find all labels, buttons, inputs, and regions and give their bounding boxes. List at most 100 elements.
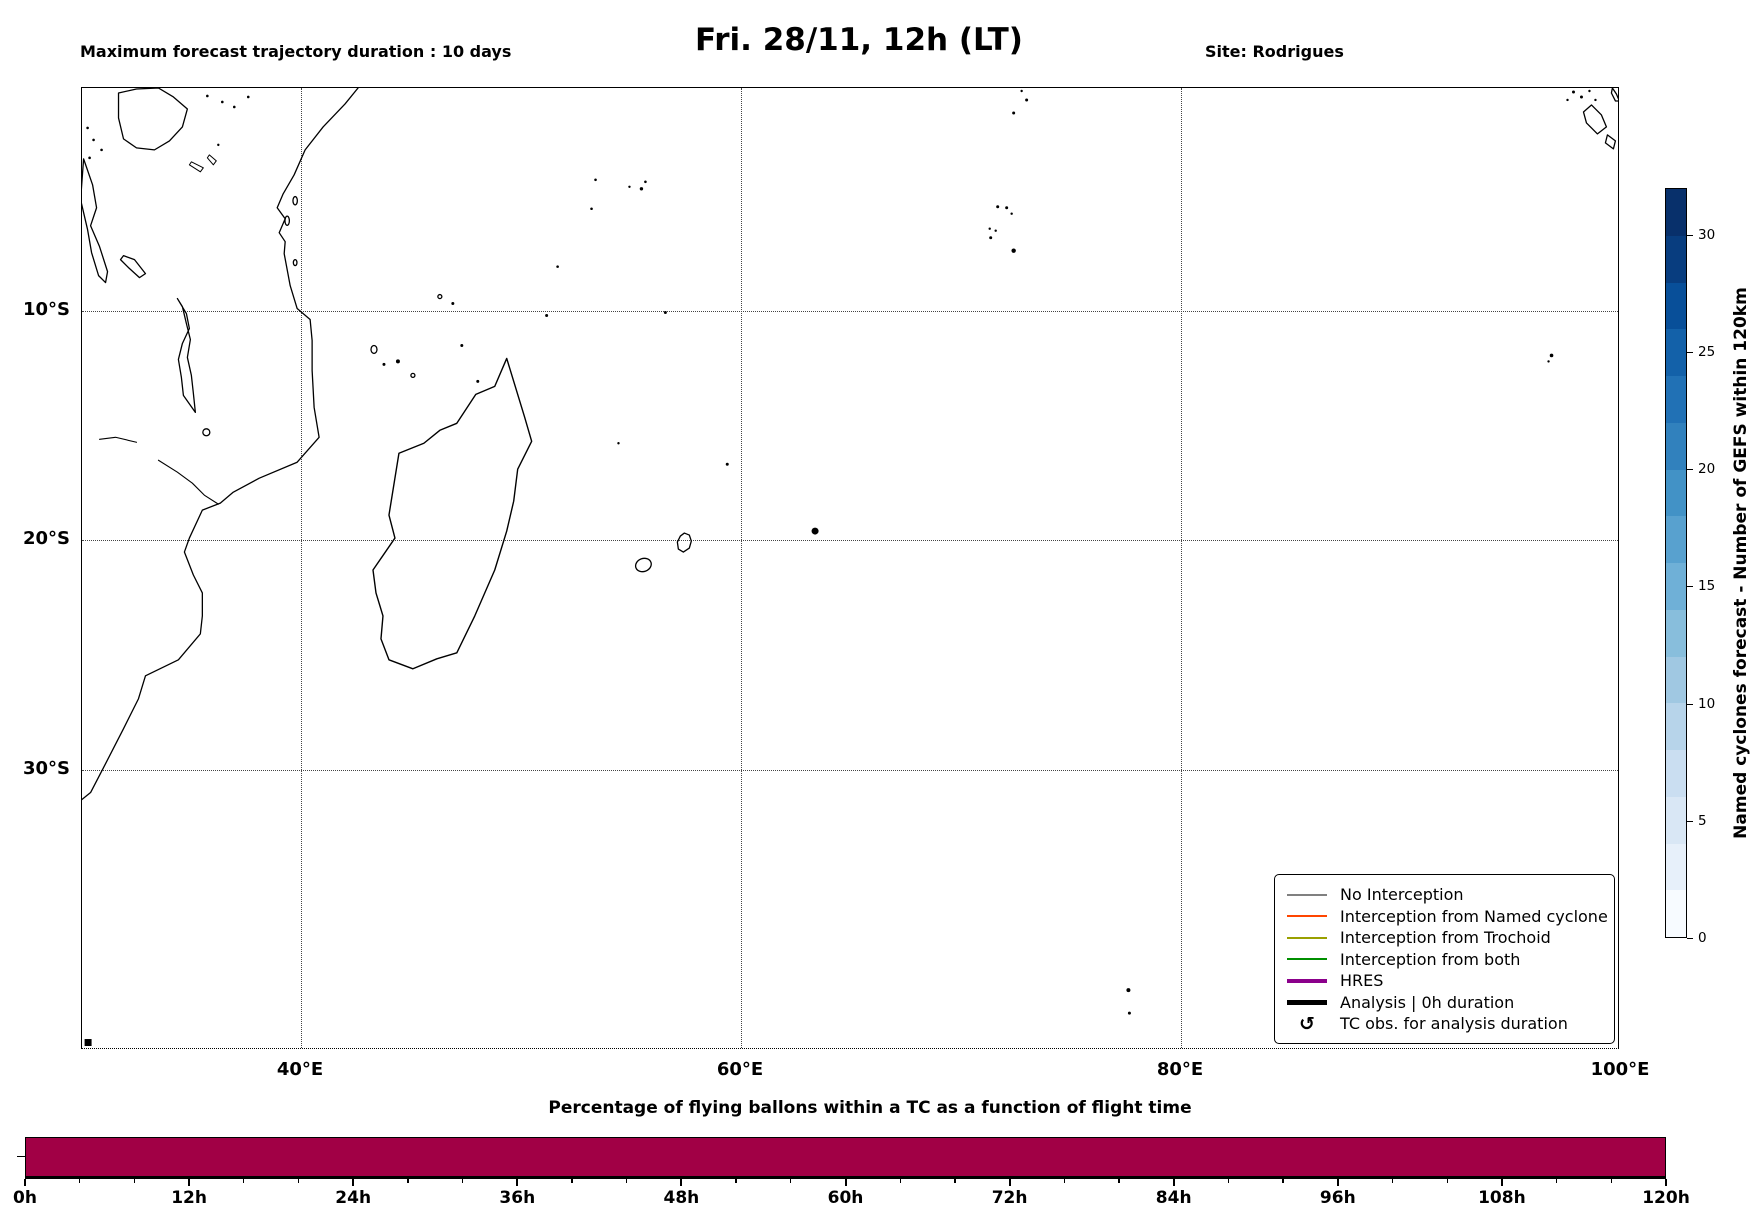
x-minor-tick <box>133 1179 136 1183</box>
madagascar <box>372 357 533 670</box>
mafia-island <box>292 258 298 267</box>
sumatra-fragment <box>1610 88 1618 102</box>
legend-line-sample <box>1287 978 1327 983</box>
colorbar-block <box>1666 703 1686 750</box>
legend-line-sample <box>1287 893 1327 896</box>
cyclone-rotation-icon: ↺ <box>1299 1012 1315 1035</box>
x-minor-tick <box>1555 1179 1558 1183</box>
diego-garcia <box>1011 248 1016 253</box>
colorbar-tick-mark <box>1687 352 1693 354</box>
x-minor-tick <box>571 1179 573 1183</box>
colorbar-block <box>1666 469 1686 517</box>
mayotte <box>410 372 416 379</box>
legend-line <box>1287 958 1327 960</box>
x-major-tick <box>352 1179 355 1186</box>
x-minor-tick <box>1446 1179 1448 1183</box>
legend-label: TC obs. for analysis duration <box>1340 1014 1568 1033</box>
st-paul-island <box>1127 1011 1131 1015</box>
colorbar-block <box>1666 422 1686 470</box>
colorbar-block <box>1666 516 1686 563</box>
colorbar-tick-label: 30 <box>1698 226 1716 243</box>
legend-line <box>1287 978 1327 983</box>
legend-item-trochoid: Interception from Trochoid <box>1287 927 1602 948</box>
cahora-bassa <box>99 436 138 443</box>
gridline-40E <box>301 88 302 1048</box>
farquhar <box>545 314 549 318</box>
tromelin <box>617 442 620 445</box>
cosmoledo <box>451 302 455 306</box>
bottom-chart-y-tick <box>17 1156 25 1157</box>
x-minor-tick <box>954 1179 956 1183</box>
colorbar-block <box>1666 329 1686 376</box>
max-duration-text: Maximum forecast trajectory duration : 1… <box>80 42 512 61</box>
small-islands <box>84 89 1597 1047</box>
legend-item-analysis: Analysis | 0h duration <box>1287 992 1602 1013</box>
x-major-tick <box>188 1179 191 1186</box>
legend-item-hres: HRES <box>1287 970 1602 991</box>
x-major-tick <box>1500 1179 1503 1186</box>
colorbar-block <box>1666 563 1686 610</box>
lake-tanganyika <box>82 158 109 284</box>
xtick-60E: 60°E <box>716 1059 764 1080</box>
x-tick-label: 12h <box>171 1188 207 1208</box>
x-minor-tick <box>626 1179 628 1183</box>
amirantes <box>594 178 597 182</box>
x-minor-tick <box>1391 1179 1394 1183</box>
x-tick-label: 72h <box>991 1188 1028 1208</box>
x-major-tick <box>844 1179 847 1186</box>
legend-line-sample <box>1287 999 1327 1005</box>
coastline-map <box>82 88 1618 1047</box>
tc-percentage-bar <box>25 1137 1666 1177</box>
legend-item-both: Interception from both <box>1287 949 1602 970</box>
xtick-80E: 80°E <box>1156 1059 1204 1080</box>
site-text: Site: Rodrigues <box>1205 42 1344 61</box>
x-minor-tick <box>79 1179 81 1183</box>
colorbar-tick-mark <box>1687 938 1693 939</box>
chagos <box>996 205 1000 209</box>
colorbar-block <box>1666 796 1686 844</box>
colorbar-tick-label: 25 <box>1698 344 1716 361</box>
colorbar-tick-label: 20 <box>1698 461 1716 478</box>
x-minor-tick <box>461 1179 464 1183</box>
colorbar-block <box>1666 609 1686 657</box>
lake-victoria <box>117 88 189 151</box>
lake-malawi <box>176 297 197 413</box>
gridline-10S <box>82 311 1618 312</box>
x-minor-tick <box>1063 1179 1065 1183</box>
x-tick-label: 24h <box>335 1188 372 1208</box>
colorbar-tick-mark <box>1687 586 1693 588</box>
ytick-10S: 10°S <box>22 299 70 320</box>
legend-item-tc-obs: ↺ TC obs. for analysis duration <box>1287 1013 1602 1034</box>
colorbar-tick-mark <box>1687 703 1693 705</box>
x-tick-label: 60h <box>827 1188 864 1208</box>
colorbar-tick-label: 5 <box>1698 812 1707 829</box>
providence <box>556 265 559 268</box>
colorbar-block <box>1666 843 1686 891</box>
anjouan <box>395 359 400 364</box>
x-tick-label: 36h <box>499 1188 536 1208</box>
legend-line-sample <box>1287 915 1327 917</box>
legend-line <box>1287 936 1327 939</box>
nias-island <box>1582 104 1608 135</box>
x-major-tick <box>1172 1179 1175 1186</box>
legend-line-sample <box>1287 958 1327 960</box>
mauritius <box>676 532 692 553</box>
gridline-60E <box>741 88 742 1048</box>
colorbar-tick-label: 15 <box>1698 578 1716 595</box>
pemba-island <box>292 195 299 206</box>
x-tick-label: 108h <box>1478 1188 1526 1208</box>
legend-label: No Interception <box>1340 885 1464 904</box>
grande-comore <box>370 344 378 355</box>
xtick-40E: 40°E <box>276 1059 324 1080</box>
colorbar-block <box>1666 376 1686 423</box>
lake-manyara <box>206 154 217 166</box>
amsterdam-island <box>1126 988 1131 993</box>
praslin <box>644 180 647 184</box>
moheli <box>382 362 386 366</box>
colorbar-tick-label: 0 <box>1698 930 1707 946</box>
africa-coast <box>82 88 359 801</box>
legend-line <box>1287 999 1327 1005</box>
gridline-80E <box>1181 88 1182 1048</box>
aldabra <box>437 293 443 300</box>
